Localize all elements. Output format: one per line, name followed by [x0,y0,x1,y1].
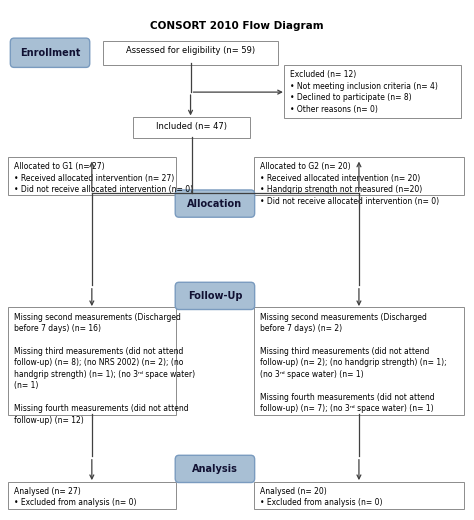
FancyBboxPatch shape [254,482,464,509]
FancyBboxPatch shape [8,157,176,194]
Text: Allocation: Allocation [187,199,243,209]
Text: Analysed (n= 27)
• Excluded from analysis (n= 0): Analysed (n= 27) • Excluded from analysi… [14,487,137,507]
Text: Analysis: Analysis [192,464,238,474]
Text: Follow-Up: Follow-Up [188,291,242,301]
FancyBboxPatch shape [8,482,176,509]
Text: Included (n= 47): Included (n= 47) [156,122,227,131]
Text: Allocated to G1 (n= 27)
• Received allocated intervention (n= 27)
• Did not rece: Allocated to G1 (n= 27) • Received alloc… [14,162,193,194]
Text: Assessed for eligibility (n= 59): Assessed for eligibility (n= 59) [126,46,255,55]
Text: Allocated to G2 (n= 20)
• Received allocated intervention (n= 20)
• Handgrip str: Allocated to G2 (n= 20) • Received alloc… [260,162,439,205]
FancyBboxPatch shape [133,117,250,138]
FancyBboxPatch shape [175,456,255,483]
Text: Missing second measurements (Discharged
before 7 days) (n= 2)

Missing third mea: Missing second measurements (Discharged … [260,313,447,413]
FancyBboxPatch shape [103,41,278,65]
Text: CONSORT 2010 Flow Diagram: CONSORT 2010 Flow Diagram [150,21,324,32]
FancyBboxPatch shape [254,307,464,415]
Text: Missing second measurements (Discharged
before 7 days) (n= 16)

Missing third me: Missing second measurements (Discharged … [14,313,195,425]
FancyBboxPatch shape [254,157,464,194]
FancyBboxPatch shape [284,66,461,118]
Text: Excluded (n= 12)
• Not meeting inclusion criteria (n= 4)
• Declined to participa: Excluded (n= 12) • Not meeting inclusion… [291,70,438,114]
Text: Enrollment: Enrollment [20,48,80,58]
FancyBboxPatch shape [175,282,255,309]
FancyBboxPatch shape [8,307,176,415]
Text: Analysed (n= 20)
• Excluded from analysis (n= 0): Analysed (n= 20) • Excluded from analysi… [260,487,383,507]
FancyBboxPatch shape [10,38,90,68]
FancyBboxPatch shape [175,190,255,217]
